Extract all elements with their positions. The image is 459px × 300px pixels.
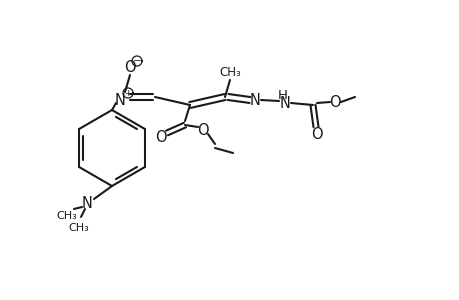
Text: −: − xyxy=(132,56,141,66)
Text: N: N xyxy=(81,196,92,211)
Text: H: H xyxy=(277,88,287,101)
Text: CH₃: CH₃ xyxy=(68,223,89,233)
Text: O: O xyxy=(155,130,167,145)
Text: O: O xyxy=(310,127,322,142)
Text: O: O xyxy=(124,59,135,74)
Text: N: N xyxy=(249,92,260,107)
Text: N: N xyxy=(114,92,125,107)
Text: O: O xyxy=(197,122,208,137)
Text: CH₃: CH₃ xyxy=(218,65,241,79)
Text: N: N xyxy=(279,95,290,110)
Text: CH₃: CH₃ xyxy=(56,211,77,221)
Text: O: O xyxy=(329,94,340,110)
Text: +: + xyxy=(124,88,131,98)
